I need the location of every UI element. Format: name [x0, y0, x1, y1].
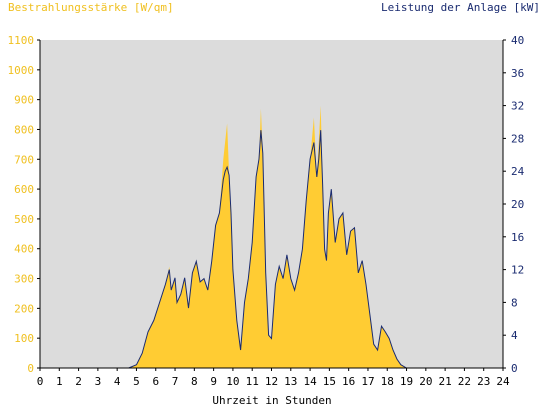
x-tick-label: 22 [458, 375, 471, 388]
right-y-tick-label: 24 [511, 165, 525, 178]
right-y-tick-label: 28 [511, 132, 524, 145]
power-line-series [40, 130, 503, 369]
left-y-tick-labels: 0 100 200 300 400 500 600 700 800 900 1000 1100 [8, 34, 35, 375]
left-y-tick-label: 1100 [8, 34, 35, 47]
left-y-tick-label: 900 [14, 94, 34, 107]
x-tick-label: 10 [226, 375, 239, 388]
axes [37, 39, 506, 371]
x-tick-label: 3 [95, 375, 102, 388]
x-tick-labels: 0 1 2 3 4 5 6 7 8 9 10 11 12 13 14 15 16 17 18 19 20 21 22 23 24 [37, 375, 510, 388]
x-tick-label: 16 [342, 375, 355, 388]
left-y-tick-label: 100 [14, 332, 34, 345]
x-tick-label: 9 [210, 375, 217, 388]
left-y-tick-label: 600 [14, 183, 34, 196]
x-tick-label: 6 [152, 375, 159, 388]
left-y-tick-label: 400 [14, 243, 34, 256]
right-y-tick-labels: 0 4 8 12 16 20 24 28 32 36 40 [511, 34, 525, 375]
left-axis-title: Bestrahlungsstärke [W/qm] [8, 1, 174, 14]
x-tick-label: 24 [496, 375, 510, 388]
left-y-tick-label: 500 [14, 213, 34, 226]
x-tick-label: 11 [246, 375, 259, 388]
plot-background [40, 40, 503, 368]
x-tick-label: 13 [284, 375, 297, 388]
right-y-tick-label: 32 [511, 100, 524, 113]
right-y-tick-label: 8 [511, 296, 518, 309]
right-y-tick-label: 12 [511, 264, 524, 277]
left-y-tick-label: 200 [14, 302, 34, 315]
left-y-tick-label: 800 [14, 123, 34, 136]
x-axis-title: Uhrzeit in Stunden [212, 394, 332, 407]
x-tick-label: 8 [191, 375, 198, 388]
right-y-tick-label: 4 [511, 329, 518, 342]
x-tick-label: 17 [361, 375, 374, 388]
left-y-tick-label: 1000 [8, 64, 35, 77]
right-y-tick-label: 36 [511, 67, 524, 80]
x-tick-label: 20 [419, 375, 432, 388]
x-tick-label: 7 [172, 375, 179, 388]
x-tick-label: 14 [303, 375, 317, 388]
x-tick-label: 5 [133, 375, 140, 388]
x-tick-label: 21 [439, 375, 452, 388]
right-y-tick-label: 20 [511, 198, 524, 211]
left-y-tick-label: 0 [27, 362, 34, 375]
x-tick-label: 1 [56, 375, 63, 388]
x-tick-label: 0 [37, 375, 44, 388]
right-y-tick-label: 0 [511, 362, 518, 375]
x-tick-label: 19 [400, 375, 413, 388]
x-tick-label: 23 [477, 375, 490, 388]
right-y-tick-label: 16 [511, 231, 524, 244]
right-axis-title: Leistung der Anlage [kW] [381, 1, 540, 14]
x-tick-label: 4 [114, 375, 121, 388]
right-y-tick-label: 40 [511, 34, 524, 47]
left-y-tick-label: 300 [14, 273, 34, 286]
x-tick-label: 15 [323, 375, 336, 388]
left-y-tick-label: 700 [14, 153, 34, 166]
x-tick-label: 12 [265, 375, 278, 388]
x-tick-label: 18 [381, 375, 394, 388]
x-tick-label: 2 [75, 375, 82, 388]
